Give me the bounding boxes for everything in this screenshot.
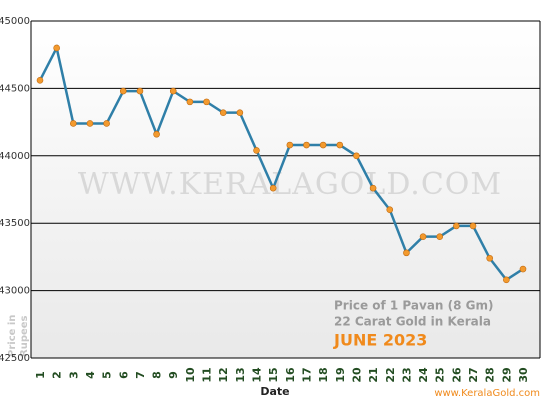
price-marker bbox=[203, 98, 210, 106]
x-tick-label: 26 bbox=[450, 367, 463, 383]
price-marker bbox=[486, 254, 493, 262]
price-marker bbox=[353, 152, 360, 160]
x-tick-label: 9 bbox=[167, 371, 180, 379]
x-tick-label: 29 bbox=[500, 367, 513, 382]
price-marker bbox=[403, 249, 410, 257]
price-marker bbox=[386, 206, 394, 214]
price-marker bbox=[219, 109, 227, 116]
x-tick-label: 18 bbox=[317, 367, 330, 382]
y-tick-label: 43500 bbox=[0, 218, 30, 229]
y-tick-label: 43000 bbox=[0, 286, 30, 297]
price-marker bbox=[186, 98, 194, 106]
x-tick-label: 3 bbox=[67, 371, 80, 379]
site-label: www.KeralaGold.com bbox=[434, 388, 540, 399]
y-tick-label: 45000 bbox=[0, 16, 30, 27]
price-marker bbox=[136, 87, 144, 95]
price-marker bbox=[319, 141, 327, 149]
price-marker bbox=[286, 141, 294, 149]
price-marker bbox=[153, 130, 160, 138]
x-tick-label: 16 bbox=[284, 367, 297, 383]
x-tick-label: 20 bbox=[350, 367, 363, 383]
x-tick-label: 14 bbox=[251, 367, 264, 383]
x-tick-label: 25 bbox=[434, 367, 447, 382]
annotation: 22 Carat Gold in Kerala bbox=[334, 315, 491, 329]
price-marker bbox=[369, 184, 377, 192]
price-marker bbox=[53, 44, 60, 52]
price-marker bbox=[503, 276, 510, 284]
price-marker bbox=[36, 77, 44, 84]
x-tick-label: 21 bbox=[367, 367, 380, 382]
x-tick-label: 4 bbox=[84, 371, 97, 379]
price-line bbox=[38, 44, 524, 282]
price-marker bbox=[253, 147, 260, 154]
price-marker bbox=[519, 265, 527, 273]
price-marker bbox=[269, 184, 277, 192]
price-marker bbox=[453, 222, 460, 230]
price-marker bbox=[70, 120, 77, 127]
period-label: JUNE 2023 bbox=[333, 331, 427, 350]
price-marker bbox=[103, 120, 110, 127]
x-tick-label: 17 bbox=[300, 367, 313, 382]
price-marker bbox=[436, 233, 444, 240]
x-tick-label: 8 bbox=[151, 371, 164, 379]
x-tick-label: 24 bbox=[417, 367, 430, 383]
x-tick-label: 11 bbox=[201, 367, 214, 382]
price-marker bbox=[169, 87, 177, 95]
x-tick-label: 12 bbox=[217, 367, 230, 382]
price-marker bbox=[236, 109, 244, 116]
x-tick-label: 15 bbox=[267, 367, 280, 382]
y-tick-label: 44000 bbox=[0, 151, 30, 162]
x-tick-label: 1 bbox=[34, 371, 47, 379]
x-tick-label: 10 bbox=[184, 367, 197, 383]
x-tick-label: 23 bbox=[400, 367, 413, 382]
annotation: Price of 1 Pavan (8 Gm) bbox=[334, 299, 494, 313]
x-tick-label: 27 bbox=[467, 367, 480, 382]
x-tick-label: 30 bbox=[517, 367, 530, 383]
price-marker bbox=[469, 222, 477, 230]
x-tick-label: 2 bbox=[51, 371, 64, 379]
price-marker bbox=[86, 120, 94, 127]
x-tick-label: 28 bbox=[484, 367, 497, 382]
plot-area bbox=[31, 21, 540, 358]
y-axis-label: Price in bbox=[7, 315, 18, 357]
price-marker bbox=[303, 141, 310, 149]
watermark: WWW.KERALAGOLD.COM bbox=[78, 167, 502, 202]
x-tick-label: 22 bbox=[384, 367, 397, 382]
y-tick-label: 44500 bbox=[0, 83, 30, 94]
x-tick-label: 5 bbox=[101, 371, 114, 379]
x-tick-label: 7 bbox=[134, 371, 147, 379]
y-axis-label: Rupees bbox=[19, 315, 30, 357]
x-axis-label: Date bbox=[260, 385, 289, 398]
price-marker bbox=[419, 233, 427, 240]
price-marker bbox=[336, 141, 344, 149]
x-tick-label: 13 bbox=[234, 367, 247, 382]
x-tick-label: 19 bbox=[334, 367, 347, 382]
x-tick-label: 6 bbox=[117, 371, 130, 379]
price-marker bbox=[119, 87, 127, 95]
y-tick-label: 42500 bbox=[0, 353, 30, 364]
